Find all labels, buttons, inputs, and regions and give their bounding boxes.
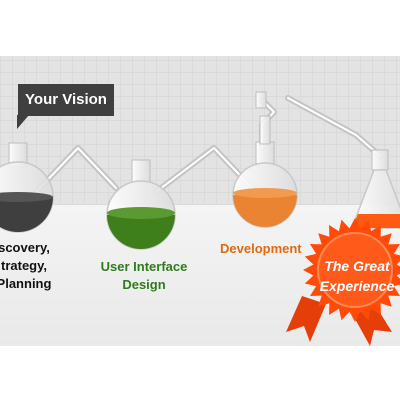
stage-label-development: Development [220, 240, 314, 258]
stage-label-line: scovery, [0, 240, 50, 255]
your-vision-callout: Your Vision [18, 84, 114, 116]
stage-label-line: Development [220, 241, 302, 256]
badge-label-line: Experience [319, 278, 395, 294]
flask-ui-design [106, 159, 176, 250]
stage-label-line: Design [122, 277, 166, 292]
flask-experience [350, 149, 400, 229]
stage-label-ui-design: User Interface Design [94, 258, 194, 294]
flask-discovery [0, 142, 54, 233]
badge-label: The Great Experience [314, 256, 400, 296]
liquid-development [233, 195, 297, 227]
grid-wall [0, 56, 400, 206]
experience-badge [286, 218, 400, 346]
flask-development [232, 91, 298, 228]
liquid-discovery [0, 197, 53, 232]
stage-label-line: Planning [0, 276, 52, 291]
badge-label-line: The Great [324, 258, 390, 274]
stage-label-discovery: scovery, trategy, Planning [0, 239, 64, 293]
liquid-ui-design [107, 215, 175, 249]
stage-label-line: User Interface [100, 259, 188, 274]
stage-label-line: trategy, [1, 258, 47, 273]
callout-pointer [17, 115, 29, 129]
